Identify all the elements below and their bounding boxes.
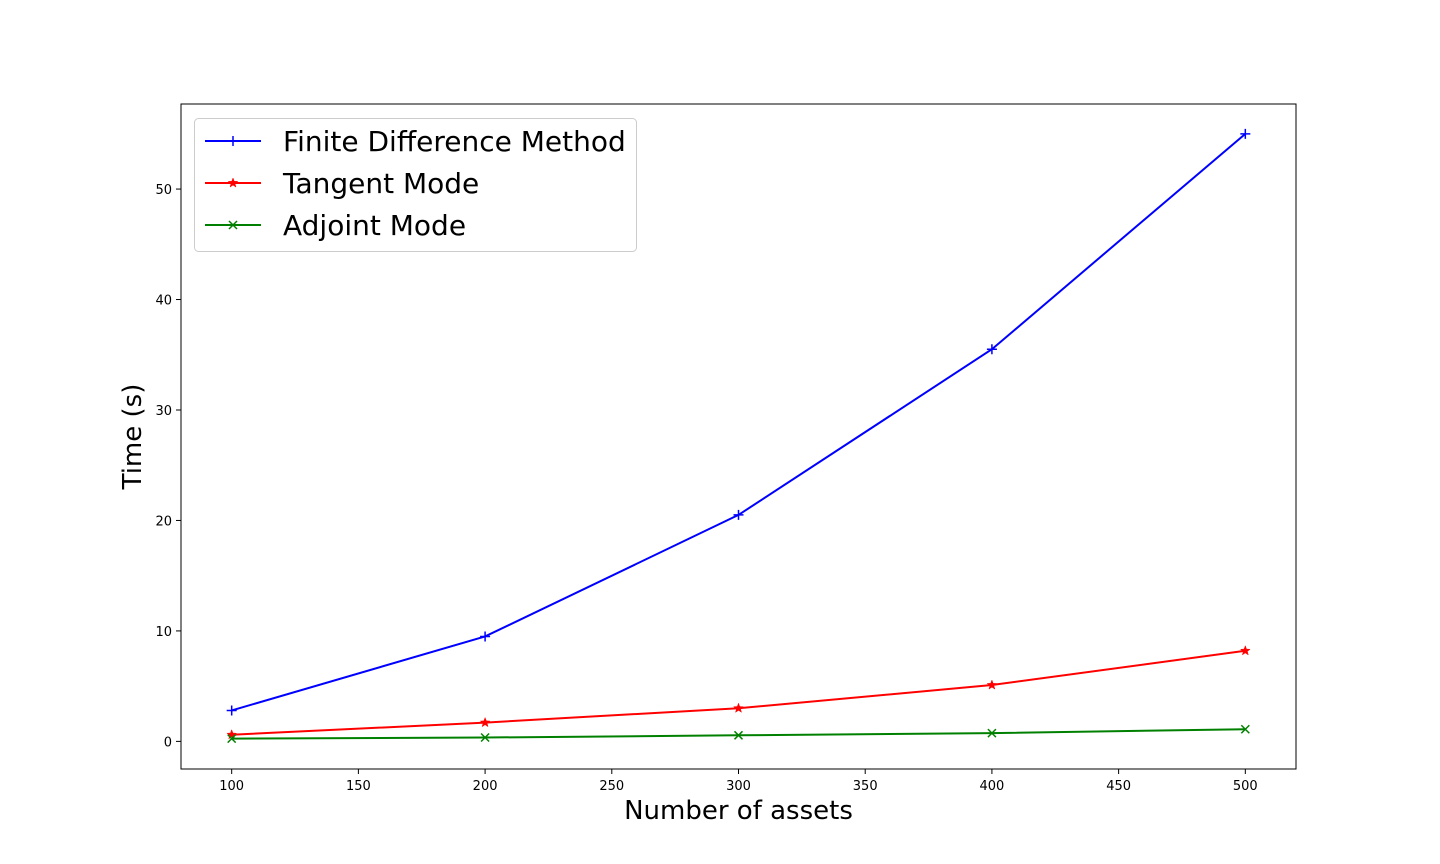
data-point-marker bbox=[733, 730, 744, 740]
y-axis-ticks: 0 10 20 30 40 50 bbox=[155, 183, 181, 750]
data-point-marker bbox=[1240, 128, 1251, 139]
y-tick-label: 10 bbox=[155, 625, 172, 640]
x-tick-label: 450 bbox=[1106, 779, 1131, 794]
data-point-marker bbox=[1239, 645, 1251, 656]
legend-label: Tangent Mode bbox=[282, 167, 479, 200]
y-tick-label: 30 bbox=[155, 404, 172, 419]
data-point-marker bbox=[1240, 724, 1250, 734]
legend-entry: Adjoint Mode bbox=[205, 209, 466, 242]
x-tick-label: 500 bbox=[1233, 779, 1258, 794]
plot-frame bbox=[180, 103, 1297, 770]
data-point-marker bbox=[480, 631, 491, 642]
x-axis-label: Number of assets bbox=[624, 796, 853, 826]
x-tick-label: 300 bbox=[726, 779, 751, 794]
legend-label: Finite Difference Method bbox=[283, 125, 626, 158]
series-line bbox=[231, 649, 1246, 736]
data-point-marker bbox=[986, 344, 997, 355]
x-tick-label: 400 bbox=[979, 779, 1004, 794]
data-point-marker bbox=[226, 705, 237, 716]
legend-entry: Tangent Mode bbox=[205, 167, 479, 200]
y-tick-label: 0 bbox=[164, 735, 172, 750]
data-point-marker bbox=[480, 732, 490, 743]
y-axis-label: Time (s) bbox=[118, 384, 148, 491]
x-tick-label: 200 bbox=[473, 779, 498, 794]
legend: Finite Difference Method Tangent Mode Adjo… bbox=[194, 118, 637, 252]
x-tick-label: 350 bbox=[853, 779, 878, 794]
x-tick-label: 250 bbox=[599, 779, 624, 794]
series-2 bbox=[226, 645, 1251, 740]
legend-entry: Finite Difference Method bbox=[205, 125, 626, 158]
data-point-marker bbox=[227, 734, 237, 744]
legend-marker bbox=[228, 220, 238, 230]
data-point-marker bbox=[479, 716, 491, 728]
x-tick-label: 100 bbox=[219, 779, 244, 794]
x-tick-label: 150 bbox=[346, 779, 371, 794]
series-3 bbox=[227, 724, 1250, 744]
y-tick-label: 40 bbox=[155, 294, 172, 309]
y-tick-label: 50 bbox=[155, 183, 172, 198]
data-point-marker bbox=[986, 679, 998, 690]
legend-box bbox=[194, 118, 637, 252]
series-1 bbox=[226, 128, 1251, 716]
x-axis-ticks: 100 150 200 250 300 350 400 450 500 bbox=[219, 769, 1258, 794]
series-line bbox=[231, 728, 1246, 740]
data-point-marker bbox=[987, 728, 997, 738]
data-point-marker bbox=[733, 702, 744, 713]
data-point-marker bbox=[226, 729, 238, 740]
data-point-marker bbox=[733, 509, 744, 520]
y-tick-label: 20 bbox=[155, 514, 172, 529]
legend-marker bbox=[227, 177, 239, 188]
series-group bbox=[226, 128, 1251, 744]
legend-label: Adjoint Mode bbox=[283, 209, 466, 242]
legend-marker bbox=[228, 136, 238, 146]
